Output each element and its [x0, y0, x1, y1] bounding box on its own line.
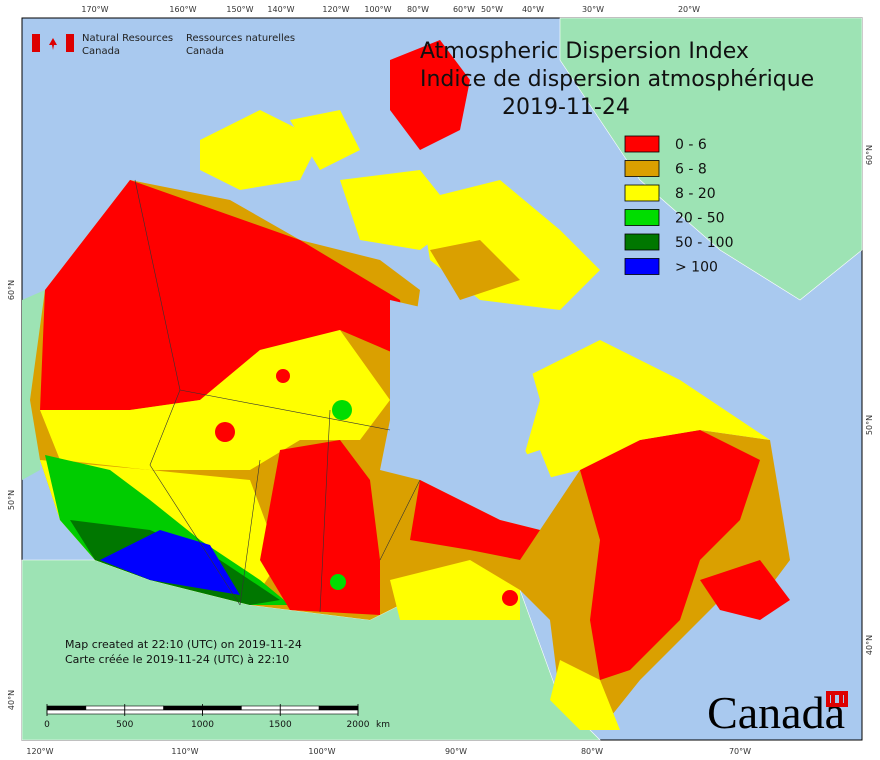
scale-label: 1000 [191, 720, 214, 730]
legend-swatch [624, 258, 660, 275]
graticule-label: 100°W [364, 5, 391, 14]
scale-label: 500 [116, 720, 133, 730]
ellesmere [390, 40, 470, 150]
hudson-bay-inlet [510, 450, 560, 520]
graticule-label: 50°W [481, 5, 503, 14]
graticule-label: 80°W [581, 747, 603, 756]
graticule-label: 160°W [169, 5, 196, 14]
graticule-label: 40°N [7, 690, 16, 710]
border [179, 389, 391, 431]
border [239, 409, 421, 613]
legend-label: 50 - 100 [675, 235, 734, 251]
zone-red-ontario [410, 480, 540, 560]
scale-segment [46, 705, 87, 711]
agency-fr: Canada [186, 46, 224, 57]
legend-label: 0 - 6 [675, 137, 707, 153]
zone-yellow-ontario-s [550, 660, 620, 730]
legend-swatch [624, 233, 660, 251]
zone-red-quebec [580, 430, 760, 680]
graticule-label: 140°W [267, 5, 294, 14]
zone-red-prairie [260, 440, 380, 615]
zone-red-nw [40, 180, 410, 410]
scale-label: 0 [44, 720, 50, 730]
graticule-label: 40°N [865, 635, 874, 655]
scale-segment [85, 705, 126, 711]
scale-segment [124, 705, 164, 711]
flag-leaf [49, 38, 57, 50]
greenland [559, 17, 863, 301]
graticule-label: 50°N [7, 490, 16, 510]
scale-segment [279, 709, 359, 715]
borders [134, 179, 421, 613]
scale-segment [318, 705, 359, 711]
agency-en: Natural Resources [82, 33, 173, 44]
flag-bar [66, 34, 74, 52]
title: Indice de dispersion atmosphérique [420, 67, 814, 92]
graticule-label: 150°W [226, 5, 253, 14]
scale-segment [202, 705, 242, 711]
arctic-island-2 [290, 110, 360, 170]
graticule-label: 100°W [308, 747, 335, 756]
legend-swatch [624, 209, 660, 226]
hudson-bay [390, 300, 540, 470]
graticule-label: 170°W [81, 5, 108, 14]
scale-segment [279, 705, 320, 711]
legend-swatch [624, 184, 660, 202]
graticule-label: 70°W [729, 747, 751, 756]
legend-swatch [624, 160, 660, 177]
graticule-label: 30°W [582, 5, 604, 14]
graticule-label: 40°W [522, 5, 544, 14]
red-spot [502, 590, 518, 606]
arctic-island-1 [200, 110, 320, 190]
green-spot [332, 400, 352, 420]
scale-segment [241, 705, 281, 711]
note: Map created at 22:10 (UTC) on 2019-11-24 [65, 638, 302, 651]
legend-label: 8 - 20 [675, 186, 716, 202]
scale-segment [163, 705, 203, 711]
scale-segment [124, 709, 203, 715]
scale-label: 1500 [269, 720, 292, 730]
agency-en: Canada [82, 46, 120, 57]
agency: Natural Resources Canada Ressources natu… [32, 33, 295, 57]
legend-label: > 100 [675, 260, 718, 276]
graticule-label: 20°W [678, 5, 700, 14]
graticule-label: 90°W [445, 747, 467, 756]
title-date: 2019-11-24 [502, 95, 630, 120]
scale-label: 2000 [347, 720, 370, 730]
graticule-label: 60°N [865, 145, 874, 165]
graticule-label: 110°W [171, 747, 198, 756]
scale-segment [202, 709, 281, 715]
scale-segment [46, 709, 126, 715]
agency-fr: Ressources naturelles [186, 33, 295, 44]
legend-swatch [624, 135, 660, 153]
graticule-label: 50°N [865, 415, 874, 435]
graticule-label: 120°W [322, 5, 349, 14]
wordmark-flag [826, 691, 848, 707]
zone-yellow-central [40, 330, 390, 470]
scale-unit: km [376, 720, 390, 730]
wordmark: Canada [707, 687, 845, 738]
zone-red-maritimes [700, 560, 790, 620]
legend-label: 20 - 50 [675, 211, 725, 227]
border [134, 179, 241, 606]
green-spot [330, 574, 346, 590]
baffin-orange [430, 240, 520, 300]
zone-yellow-south [390, 560, 520, 620]
zone-red-north [230, 230, 340, 330]
zone-yellow-labrador [520, 340, 770, 480]
note: Carte créée le 2019-11-24 (UTC) à 22:10 [65, 653, 289, 666]
graticule-label: 60°N [7, 280, 16, 300]
red-spot [215, 422, 235, 442]
graticule-label: 120°W [26, 747, 53, 756]
graticule-label: 80°W [407, 5, 429, 14]
legend-label: 6 - 8 [675, 162, 707, 178]
zone-blue [100, 530, 240, 595]
graticule-label: 60°W [453, 5, 475, 14]
land [21, 17, 863, 741]
flag-bar [32, 34, 40, 52]
red-spot [276, 369, 290, 383]
title: Atmospheric Dispersion Index [420, 39, 749, 64]
